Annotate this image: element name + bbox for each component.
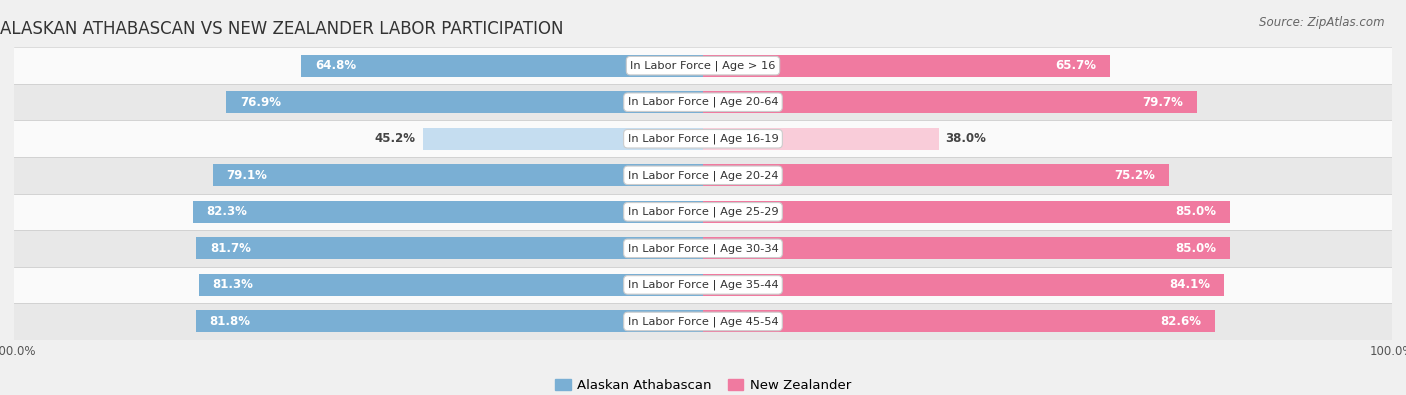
FancyBboxPatch shape [14,267,1392,303]
Text: 81.8%: 81.8% [209,315,250,328]
Bar [193,201,703,223]
Bar [212,164,703,186]
Bar [301,55,703,77]
Bar [423,128,703,150]
Bar [703,55,1111,77]
Bar [703,237,1230,259]
Text: In Labor Force | Age 16-19: In Labor Force | Age 16-19 [627,134,779,144]
FancyBboxPatch shape [14,230,1392,267]
FancyBboxPatch shape [14,120,1392,157]
Bar [703,310,1215,332]
FancyBboxPatch shape [14,303,1392,340]
Bar [195,310,703,332]
Text: 64.8%: 64.8% [315,59,356,72]
Bar [226,91,703,113]
Text: 76.9%: 76.9% [240,96,281,109]
Text: 85.0%: 85.0% [1175,242,1216,255]
Text: In Labor Force | Age 45-54: In Labor Force | Age 45-54 [627,316,779,327]
Bar [703,274,1225,296]
FancyBboxPatch shape [14,47,1392,84]
Text: 82.6%: 82.6% [1160,315,1201,328]
Text: ALASKAN ATHABASCAN VS NEW ZEALANDER LABOR PARTICIPATION: ALASKAN ATHABASCAN VS NEW ZEALANDER LABO… [0,19,564,38]
Text: 85.0%: 85.0% [1175,205,1216,218]
Text: In Labor Force | Age 20-64: In Labor Force | Age 20-64 [627,97,779,107]
FancyBboxPatch shape [14,194,1392,230]
Bar [703,201,1230,223]
Text: 45.2%: 45.2% [375,132,416,145]
Text: 75.2%: 75.2% [1115,169,1156,182]
FancyBboxPatch shape [14,84,1392,120]
Text: 82.3%: 82.3% [207,205,247,218]
Text: 65.7%: 65.7% [1056,59,1097,72]
Text: In Labor Force | Age 25-29: In Labor Force | Age 25-29 [627,207,779,217]
FancyBboxPatch shape [14,157,1392,194]
Text: 81.3%: 81.3% [212,278,253,292]
Text: 79.1%: 79.1% [226,169,267,182]
Text: In Labor Force | Age 30-34: In Labor Force | Age 30-34 [627,243,779,254]
Text: 81.7%: 81.7% [211,242,252,255]
Bar [197,237,703,259]
Text: In Labor Force | Age > 16: In Labor Force | Age > 16 [630,60,776,71]
Text: 84.1%: 84.1% [1170,278,1211,292]
Bar [703,164,1170,186]
Bar [198,274,703,296]
Bar [703,128,939,150]
Text: In Labor Force | Age 20-24: In Labor Force | Age 20-24 [627,170,779,181]
Text: 79.7%: 79.7% [1143,96,1184,109]
Text: In Labor Force | Age 35-44: In Labor Force | Age 35-44 [627,280,779,290]
Text: Source: ZipAtlas.com: Source: ZipAtlas.com [1260,16,1385,29]
Legend: Alaskan Athabascan, New Zealander: Alaskan Athabascan, New Zealander [550,374,856,395]
Bar [703,91,1197,113]
Text: 38.0%: 38.0% [945,132,987,145]
